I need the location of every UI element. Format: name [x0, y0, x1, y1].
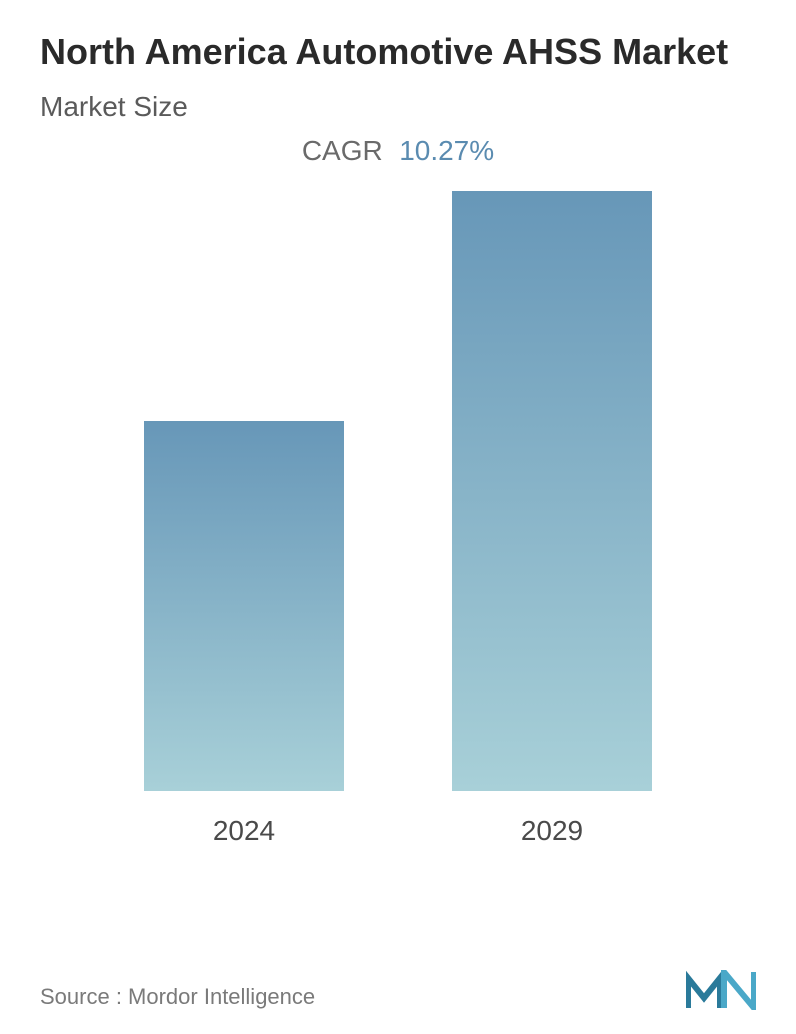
cagr-value: 10.27%: [399, 135, 494, 166]
bar-2029: [452, 191, 652, 791]
chart-subtitle: Market Size: [40, 91, 756, 123]
bar-label-2024: 2024: [213, 815, 275, 847]
bar-label-2029: 2029: [521, 815, 583, 847]
bar-group-2029: 2029: [452, 191, 652, 847]
source-text: Source : Mordor Intelligence: [40, 984, 315, 1010]
cagr-label: CAGR: [302, 135, 383, 166]
bar-group-2024: 2024: [144, 421, 344, 847]
bar-chart: 2024 2029: [40, 207, 756, 847]
chart-title: North America Automotive AHSS Market: [40, 30, 756, 73]
mordor-logo-icon: [686, 970, 756, 1010]
cagr-row: CAGR 10.27%: [40, 135, 756, 167]
bar-2024: [144, 421, 344, 791]
footer: Source : Mordor Intelligence: [40, 970, 756, 1010]
